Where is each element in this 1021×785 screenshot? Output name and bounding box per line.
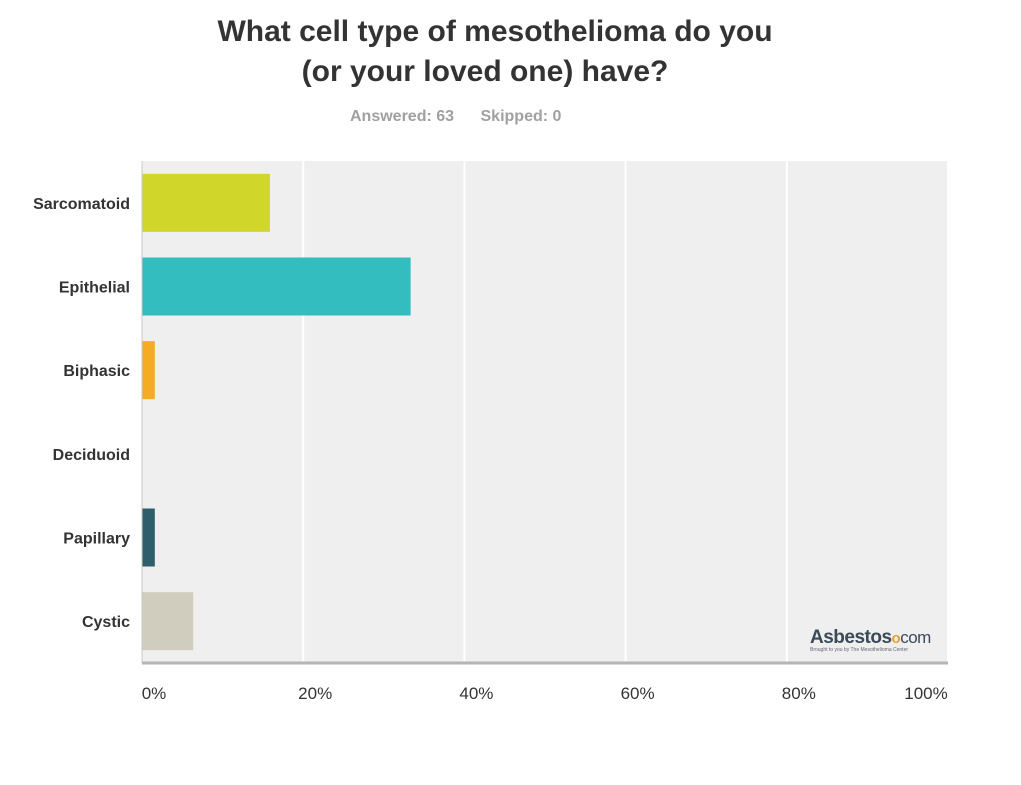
category-label-deciduoid: Deciduoid	[53, 447, 130, 464]
category-label-cystic: Cystic	[82, 614, 130, 631]
skipped-count: Skipped: 0	[480, 108, 562, 125]
response-summary: Answered: 63 Skipped: 0	[350, 108, 583, 126]
category-label-papillary: Papillary	[63, 531, 130, 548]
bar-papillary	[142, 508, 155, 567]
category-labels: Sarcomatoid Epithelial Biphasic Deciduoid Pa…	[33, 196, 130, 631]
category-label-biphasic: Biphasic	[63, 363, 130, 380]
chart-title: What cell type of mesothelioma do you (o…	[0, 12, 990, 92]
x-tick-labels: 0% 20% 40% 60% 80% 100%	[142, 684, 948, 703]
bars	[142, 173, 411, 651]
bar-sarcomatoid	[142, 173, 270, 232]
bar-cystic	[142, 592, 194, 651]
logo-word: Asbestos	[810, 627, 892, 648]
category-label-epithelial: Epithelial	[59, 280, 130, 297]
x-tick-label: 60%	[621, 684, 655, 703]
x-tick-label: 80%	[782, 684, 816, 703]
gridlines	[302, 161, 949, 663]
asbestos-logo: Asbestosocom Brought to you by The Mesot…	[810, 627, 932, 653]
bar-biphasic	[142, 341, 155, 400]
logo-dot: o	[891, 630, 901, 647]
logo-tagline: Brought to you by The Mesothelioma Cente…	[810, 647, 909, 653]
logo-suffix: com	[900, 628, 931, 647]
title-line-1: What cell type of mesothelioma do you	[217, 15, 773, 48]
x-tick-label: 100%	[904, 684, 947, 703]
x-tick-label: 40%	[459, 684, 493, 703]
bar-epithelial	[142, 257, 411, 316]
x-tick-label: 0%	[142, 684, 167, 703]
answered-count: Answered: 63	[350, 108, 455, 125]
plot-area	[142, 161, 948, 663]
x-tick-label: 20%	[298, 684, 332, 703]
title-line-2: (or your loved one) have?	[301, 55, 669, 88]
category-label-sarcomatoid: Sarcomatoid	[33, 196, 130, 213]
